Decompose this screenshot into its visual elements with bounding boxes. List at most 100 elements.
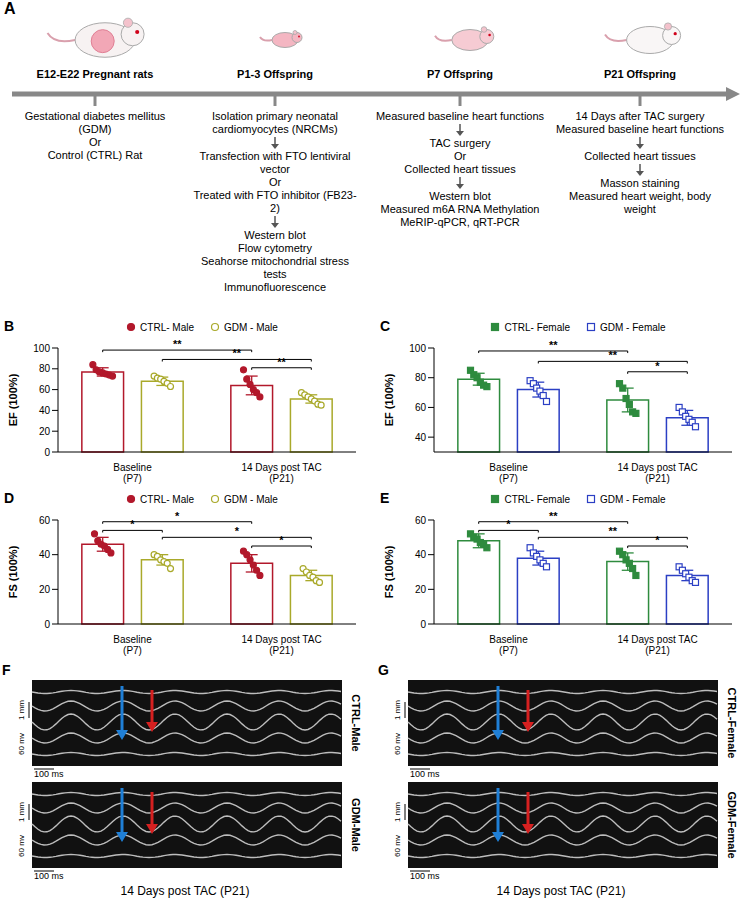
svg-text:1 mm: 1 mm: [17, 802, 26, 822]
svg-text:100 ms: 100 ms: [34, 769, 64, 778]
svg-text:(P7): (P7): [499, 473, 518, 484]
html-text:14 Days after TAC surgery: 14 Days after TAC surgery: [575, 110, 705, 122]
svg-text:40: 40: [39, 549, 51, 560]
svg-text:*: *: [279, 534, 284, 546]
html-text:Flow cytometry: Flow cytometry: [238, 242, 312, 254]
svg-text:*: *: [130, 518, 135, 530]
html-text:P21 Offspring: P21 Offspring: [603, 68, 677, 80]
html-text:TAC surgery: TAC surgery: [429, 137, 491, 149]
html-text:Western blot: Western blot: [429, 190, 491, 202]
html-text:A: A: [4, 0, 16, 17]
html-text:Transfection with FTO lentivir: Transfection with FTO lentiviral vector: [199, 150, 351, 175]
html-text:Collected heart tissues: Collected heart tissues: [584, 150, 696, 162]
html-text:Seahorse mitochondrial stress: Seahorse mitochondrial stress tests: [201, 255, 349, 280]
svg-text:(P7): (P7): [123, 645, 142, 656]
svg-text:40: 40: [415, 549, 427, 560]
svg-text:*: *: [235, 525, 240, 537]
svg-text:40: 40: [39, 405, 51, 416]
svg-text:(P7): (P7): [499, 645, 518, 656]
svg-text:100: 100: [33, 343, 50, 354]
svg-text:EF (100%): EF (100%): [7, 373, 19, 426]
html-text:P1-3 Offspring: P1-3 Offspring: [237, 68, 313, 80]
html-text:Or: Or: [88, 136, 102, 148]
svg-text:0: 0: [44, 619, 50, 630]
svg-text:Baseline: Baseline: [489, 634, 528, 645]
html-text:Control (CTRL) Rat: Control (CTRL) Rat: [47, 149, 143, 161]
svg-text:FS (100%): FS (100%): [383, 545, 395, 598]
svg-text:14 Days post TAC: 14 Days post TAC: [617, 462, 697, 473]
html-text:Measured baseline heart functi: Measured baseline heart functions: [375, 110, 545, 122]
html-text:Treated with FTO inhibitor (FB: Treated with FTO inhibitor (FB23-2): [193, 189, 357, 214]
svg-text:(P7): (P7): [123, 473, 142, 484]
svg-text:(P21): (P21): [269, 473, 293, 484]
svg-text:(P21): (P21): [269, 645, 293, 656]
svg-text:EF (100%): EF (100%): [383, 373, 395, 426]
svg-text:20: 20: [415, 584, 427, 595]
html-text:Immunofluorescence: Immunofluorescence: [223, 281, 326, 293]
html-text:GDM - Male: GDM - Male: [224, 321, 278, 333]
svg-text:Baseline: Baseline: [489, 462, 528, 473]
svg-text:GDM-Male: GDM-Male: [350, 798, 362, 852]
svg-text:GDM-Female: GDM-Female: [726, 791, 738, 858]
html-text:CTRL- Male: CTRL- Male: [140, 321, 194, 333]
svg-text:60 mv: 60 mv: [17, 733, 26, 755]
svg-text:*: *: [175, 510, 180, 522]
html-text:E12-E22 Pregnant rats: E12-E22 Pregnant rats: [36, 68, 154, 80]
html-text:Collected heart tissues: Collected heart tissues: [404, 163, 516, 175]
svg-text:60 mv: 60 mv: [17, 835, 26, 857]
svg-text:40: 40: [415, 432, 427, 443]
svg-text:14 Days post TAC: 14 Days post TAC: [241, 634, 321, 645]
svg-text:CTRL-Male: CTRL-Male: [350, 694, 362, 751]
html-text:MeRIP-qPCR, qRT-PCR: MeRIP-qPCR, qRT-PCR: [400, 216, 520, 228]
svg-text:60 mv: 60 mv: [393, 835, 402, 857]
html-text:Isolation primary neonatal car: Isolation primary neonatal cardiomyocyte…: [212, 110, 338, 135]
svg-text:**: **: [173, 338, 182, 350]
html-text:Or: Or: [453, 150, 467, 162]
svg-text:FS (100%): FS (100%): [7, 545, 19, 598]
svg-text:0: 0: [420, 619, 426, 630]
svg-text:60: 60: [39, 515, 51, 526]
svg-text:(P21): (P21): [645, 645, 669, 656]
svg-text:**: **: [549, 510, 558, 522]
html-text:Western blot: Western blot: [244, 229, 306, 241]
svg-text:14 Days post TAC: 14 Days post TAC: [617, 634, 697, 645]
svg-text:(P21): (P21): [645, 473, 669, 484]
svg-text:**: **: [233, 347, 242, 359]
svg-text:100 ms: 100 ms: [410, 871, 440, 880]
svg-text:100: 100: [409, 343, 426, 354]
html-text:14 Days post TAC (P21): 14 Days post TAC (P21): [496, 884, 626, 898]
svg-text:*: *: [506, 518, 511, 530]
svg-text:14 Days post TAC: 14 Days post TAC: [241, 462, 321, 473]
svg-text:*: *: [655, 360, 660, 372]
html-text:P7 Offspring: P7 Offspring: [427, 68, 493, 80]
svg-text:20: 20: [39, 426, 51, 437]
html-text:Or: Or: [268, 176, 282, 188]
svg-text:CTRL-Female: CTRL-Female: [726, 688, 738, 759]
svg-text:Baseline: Baseline: [113, 462, 152, 473]
svg-text:100 ms: 100 ms: [410, 769, 440, 778]
svg-text:80: 80: [39, 363, 51, 374]
html-text:Masson staining: Masson staining: [600, 177, 680, 189]
svg-text:0: 0: [44, 447, 50, 458]
html-text:Measured m6A RNA Methylation: Measured m6A RNA Methylation: [380, 203, 540, 215]
html-text:Measured heart weight, body we: Measured heart weight, body weight: [569, 190, 711, 215]
svg-text:60: 60: [415, 515, 427, 526]
svg-text:60: 60: [415, 402, 427, 413]
svg-text:1 mm: 1 mm: [17, 700, 26, 720]
html-text:Measured baseline heart functi: Measured baseline heart functions: [555, 123, 725, 135]
html-text:Gestational diabetes mellitus: Gestational diabetes mellitus (GDM): [24, 110, 166, 135]
svg-text:100 ms: 100 ms: [34, 871, 64, 880]
svg-text:**: **: [549, 339, 558, 351]
svg-text:60: 60: [39, 384, 51, 395]
html-text:14 Days post TAC (P21): 14 Days post TAC (P21): [120, 884, 250, 898]
svg-text:80: 80: [415, 372, 427, 383]
svg-text:*: *: [655, 534, 660, 546]
svg-text:**: **: [609, 525, 618, 537]
svg-text:1 mm: 1 mm: [393, 802, 402, 822]
svg-text:1 mm: 1 mm: [393, 700, 402, 720]
svg-text:Baseline: Baseline: [113, 634, 152, 645]
svg-text:60 mv: 60 mv: [393, 733, 402, 755]
svg-text:**: **: [277, 356, 286, 368]
svg-text:**: **: [609, 349, 618, 361]
svg-text:20: 20: [39, 584, 51, 595]
